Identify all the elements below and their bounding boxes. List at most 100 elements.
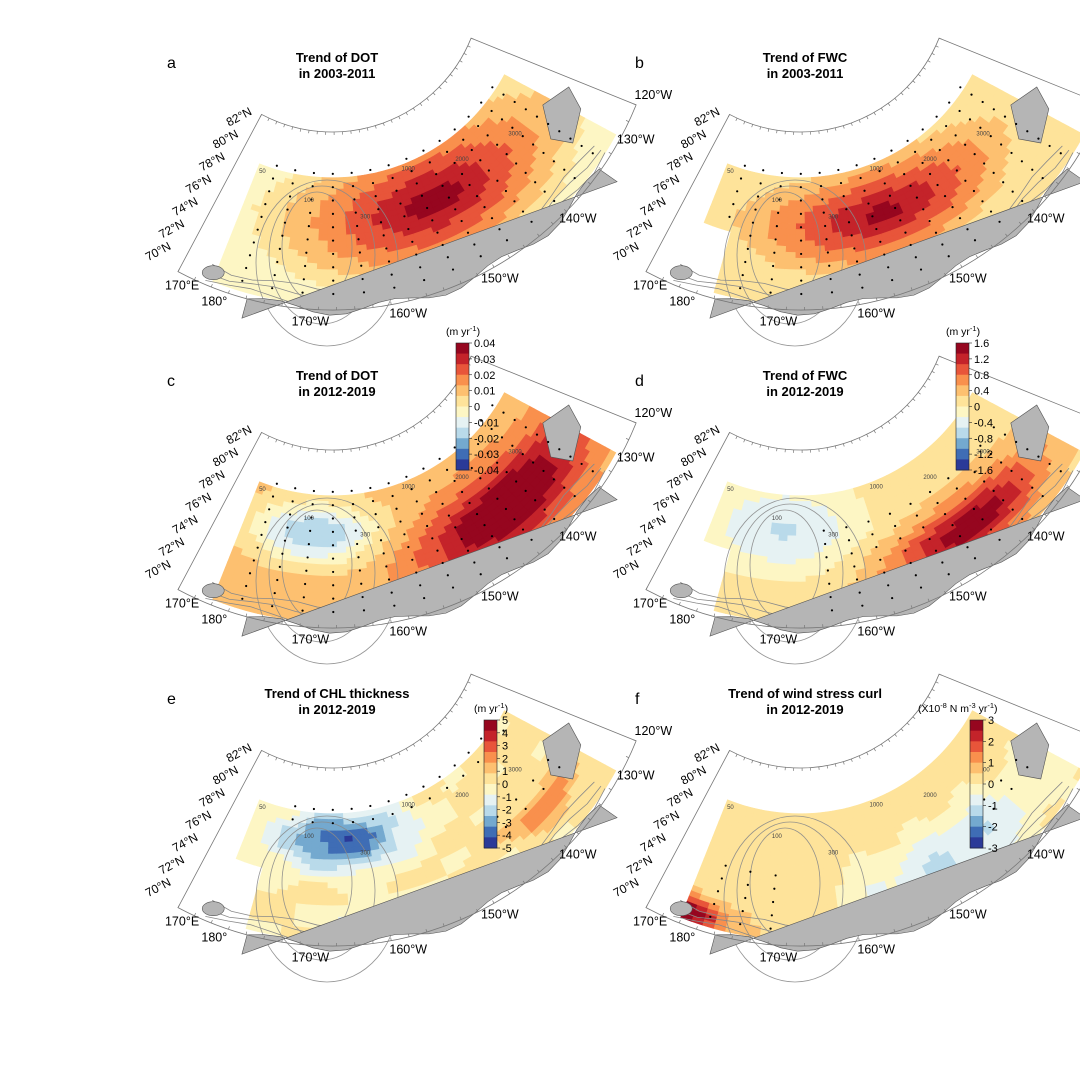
significance-dot: [553, 517, 556, 521]
trend-cell: [787, 535, 797, 543]
graticule-tick: [390, 301, 392, 305]
graticule-tick: [522, 244, 526, 248]
latitude-label: 76°N: [183, 172, 213, 197]
significance-dot: [530, 220, 533, 223]
significance-dot: [505, 471, 508, 474]
significance-dot: [934, 549, 938, 552]
significance-dot: [466, 549, 470, 552]
trend-cell: [319, 211, 329, 219]
significance-dot: [569, 137, 572, 140]
significance-dot: [415, 571, 418, 574]
significance-dot: [361, 277, 364, 281]
significance-dot: [445, 468, 449, 471]
significance-dot: [426, 206, 429, 210]
contour-depth-label: 100: [772, 516, 783, 522]
significance-dot: [524, 171, 527, 174]
trend-cell: [327, 876, 338, 884]
trend-cell: [795, 269, 807, 276]
significance-dot: [332, 252, 335, 256]
significance-dot: [830, 291, 834, 294]
trend-cell: [796, 506, 805, 514]
significance-dot: [989, 135, 992, 138]
significance-dot: [460, 172, 464, 176]
significance-dot: [496, 497, 499, 500]
graticule-tick: [608, 151, 612, 155]
trend-cell: [796, 206, 806, 213]
trend-cell: [795, 246, 807, 253]
trend-cell: [811, 187, 821, 195]
trend-cell: [787, 523, 797, 531]
significance-dot: [850, 552, 853, 555]
graticule-tick: [412, 107, 416, 111]
contour-depth-label: 2000: [923, 475, 937, 481]
significance-dot: [759, 182, 762, 185]
trend-cell: [804, 546, 815, 554]
trend-cell: [320, 512, 330, 520]
graticule-tick: [358, 129, 360, 133]
significance-dot: [498, 546, 501, 549]
significance-dot: [505, 239, 509, 242]
significance-dot: [382, 234, 385, 237]
trend-cell: [812, 517, 822, 525]
graticule-tick: [432, 92, 436, 96]
significance-dot: [436, 549, 439, 552]
significance-dot: [332, 570, 335, 574]
significance-dot: [477, 124, 480, 128]
significance-dot: [358, 251, 361, 254]
significance-dot: [490, 535, 494, 538]
significance-dot: [1059, 152, 1062, 155]
significance-dot: [850, 234, 853, 237]
latitude-label: 70°N: [611, 239, 641, 264]
significance-dot: [1021, 517, 1024, 521]
trend-cell: [786, 541, 797, 548]
significance-dot: [454, 526, 457, 529]
significance-dot: [829, 277, 832, 281]
significance-dot: [331, 186, 334, 189]
significance-dot: [332, 266, 335, 269]
trend-cell: [805, 563, 816, 571]
trend-cell: [316, 905, 328, 912]
trend-cell: [783, 598, 796, 606]
trend-cell: [336, 512, 345, 519]
trend-cell: [320, 518, 329, 525]
trend-cell: [776, 239, 787, 247]
trend-cell: [773, 268, 786, 276]
trend-cell: [317, 887, 329, 895]
significance-dot: [276, 260, 279, 264]
significance-dot: [928, 537, 931, 541]
trend-cell: [336, 228, 347, 236]
longitude-label: 180°: [669, 612, 695, 626]
trend-cell: [785, 251, 797, 259]
trend-cell: [812, 199, 822, 207]
significance-dot: [799, 199, 802, 202]
graticule-tick: [576, 195, 580, 199]
trend-cell: [327, 905, 339, 912]
trend-cell: [803, 177, 812, 184]
significance-dot: [271, 495, 275, 498]
trend-cell: [328, 188, 337, 196]
trend-cell: [795, 593, 807, 600]
significance-dot: [361, 595, 364, 599]
significance-dot: [479, 573, 482, 576]
significance-dot: [513, 418, 516, 422]
trend-cell: [337, 257, 349, 265]
significance-dot: [498, 228, 501, 231]
significance-dot: [256, 228, 259, 231]
significance-dot: [543, 190, 546, 193]
trend-cell: [772, 285, 785, 293]
trend-cell: [317, 257, 329, 265]
graticule-tick: [617, 136, 621, 139]
trend-cell: [784, 581, 797, 589]
latitude-label: 76°N: [183, 490, 213, 515]
trend-cell: [312, 193, 322, 201]
longitude-label: 130°W: [617, 132, 655, 146]
panel-title: Trend of DOT: [296, 50, 378, 65]
trend-cell: [305, 268, 318, 276]
trend-cell: [318, 859, 329, 866]
significance-dot: [513, 100, 516, 104]
significance-dot: [955, 487, 958, 490]
trend-cell: [316, 263, 329, 271]
significance-dot: [245, 266, 248, 270]
trend-cell: [304, 603, 317, 611]
significance-dot: [799, 239, 803, 242]
